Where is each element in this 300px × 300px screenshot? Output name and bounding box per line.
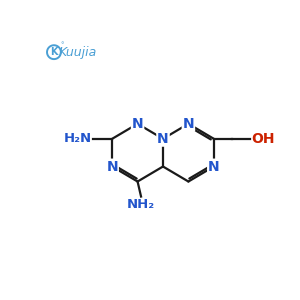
Text: K: K xyxy=(50,47,58,57)
Text: °: ° xyxy=(60,42,64,48)
Text: N: N xyxy=(157,132,169,146)
Text: N: N xyxy=(208,160,220,173)
Text: H₂N: H₂N xyxy=(63,132,92,145)
Text: N: N xyxy=(132,117,143,131)
Text: NH₂: NH₂ xyxy=(127,198,155,211)
Text: N: N xyxy=(183,117,194,131)
Text: OH: OH xyxy=(251,132,274,146)
Text: Kuujia: Kuujia xyxy=(58,46,97,59)
Text: N: N xyxy=(106,160,118,173)
